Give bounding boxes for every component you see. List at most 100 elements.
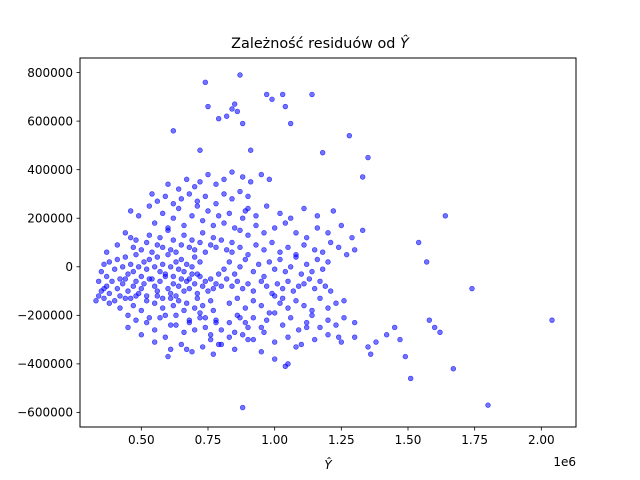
data-point [269, 96, 275, 102]
data-point [173, 293, 179, 299]
data-point [282, 103, 289, 110]
data-point [194, 271, 201, 277]
data-points [93, 72, 555, 411]
data-point [119, 281, 126, 287]
data-point [210, 307, 217, 314]
data-point [271, 293, 278, 299]
x-axis-label: Ŷ [324, 457, 333, 472]
data-point [287, 120, 294, 127]
data-point [245, 193, 251, 200]
data-point [325, 332, 331, 338]
data-point [159, 210, 166, 217]
y-tick-label: 200000 [27, 212, 73, 226]
data-point [165, 181, 171, 187]
data-point [181, 232, 187, 238]
data-point [130, 244, 137, 251]
data-point [178, 276, 185, 282]
data-point [303, 319, 310, 326]
data-point [151, 264, 158, 270]
data-point [295, 327, 302, 333]
data-point [162, 312, 169, 319]
data-point [423, 259, 430, 265]
data-point [143, 298, 150, 304]
x-tick-label: 1.25 [328, 433, 355, 447]
data-point [205, 208, 211, 214]
data-point [383, 332, 390, 338]
x-tick-label: 1.00 [261, 433, 288, 447]
data-point [242, 208, 249, 214]
data-point [122, 230, 129, 236]
data-point [317, 324, 323, 331]
data-point [159, 295, 166, 302]
data-point [151, 220, 158, 226]
data-point [303, 324, 310, 331]
data-point [239, 174, 246, 180]
data-point [127, 295, 134, 302]
data-point [277, 210, 283, 217]
data-point [162, 271, 169, 277]
data-point [271, 310, 278, 316]
data-point [199, 217, 206, 224]
data-point [183, 176, 190, 183]
data-point [173, 312, 179, 319]
data-point [263, 317, 270, 323]
y-tick-label: 400000 [27, 163, 73, 177]
data-point [191, 183, 198, 190]
data-point [218, 283, 225, 289]
data-point [258, 278, 265, 285]
data-point [285, 244, 291, 251]
data-point [167, 264, 174, 270]
data-point [135, 264, 142, 270]
data-point [301, 302, 307, 309]
data-point [442, 213, 449, 219]
data-point [277, 249, 283, 255]
data-point [237, 227, 243, 234]
data-point [143, 293, 150, 299]
data-point [261, 230, 267, 236]
data-point [197, 179, 203, 185]
data-point [167, 290, 174, 297]
y-tick-label: −600000 [17, 406, 73, 420]
data-point [170, 281, 177, 287]
data-point [183, 346, 190, 353]
data-point [309, 307, 315, 314]
data-point [253, 222, 259, 229]
data-point [199, 283, 206, 289]
data-point [117, 276, 123, 282]
data-point [549, 317, 555, 323]
data-point [229, 196, 235, 202]
data-point [269, 239, 275, 246]
data-point [469, 285, 475, 292]
data-point [274, 281, 281, 287]
data-point [202, 324, 209, 331]
data-point [106, 290, 113, 297]
data-point [170, 128, 177, 134]
data-point [234, 108, 241, 115]
data-point [207, 276, 214, 282]
data-point [202, 249, 209, 255]
data-point [221, 220, 227, 226]
data-point [266, 176, 273, 183]
data-point [173, 249, 179, 255]
data-point [226, 319, 233, 326]
data-point [317, 295, 323, 302]
data-point [263, 283, 270, 289]
data-point [205, 288, 211, 294]
data-point [295, 283, 302, 289]
data-point [106, 300, 113, 306]
data-point [215, 115, 222, 122]
data-point [250, 315, 257, 321]
data-point [247, 179, 254, 185]
chart-title-symbol: Ŷ [400, 34, 410, 52]
data-point [111, 298, 118, 304]
data-point [135, 213, 142, 219]
y-tick-label: −200000 [17, 309, 73, 323]
data-point [250, 268, 257, 275]
data-point [178, 256, 185, 263]
data-point [141, 259, 147, 265]
data-point [245, 281, 251, 287]
data-point [319, 266, 326, 272]
data-point [346, 132, 353, 139]
data-point [341, 315, 347, 321]
data-point [341, 298, 347, 304]
